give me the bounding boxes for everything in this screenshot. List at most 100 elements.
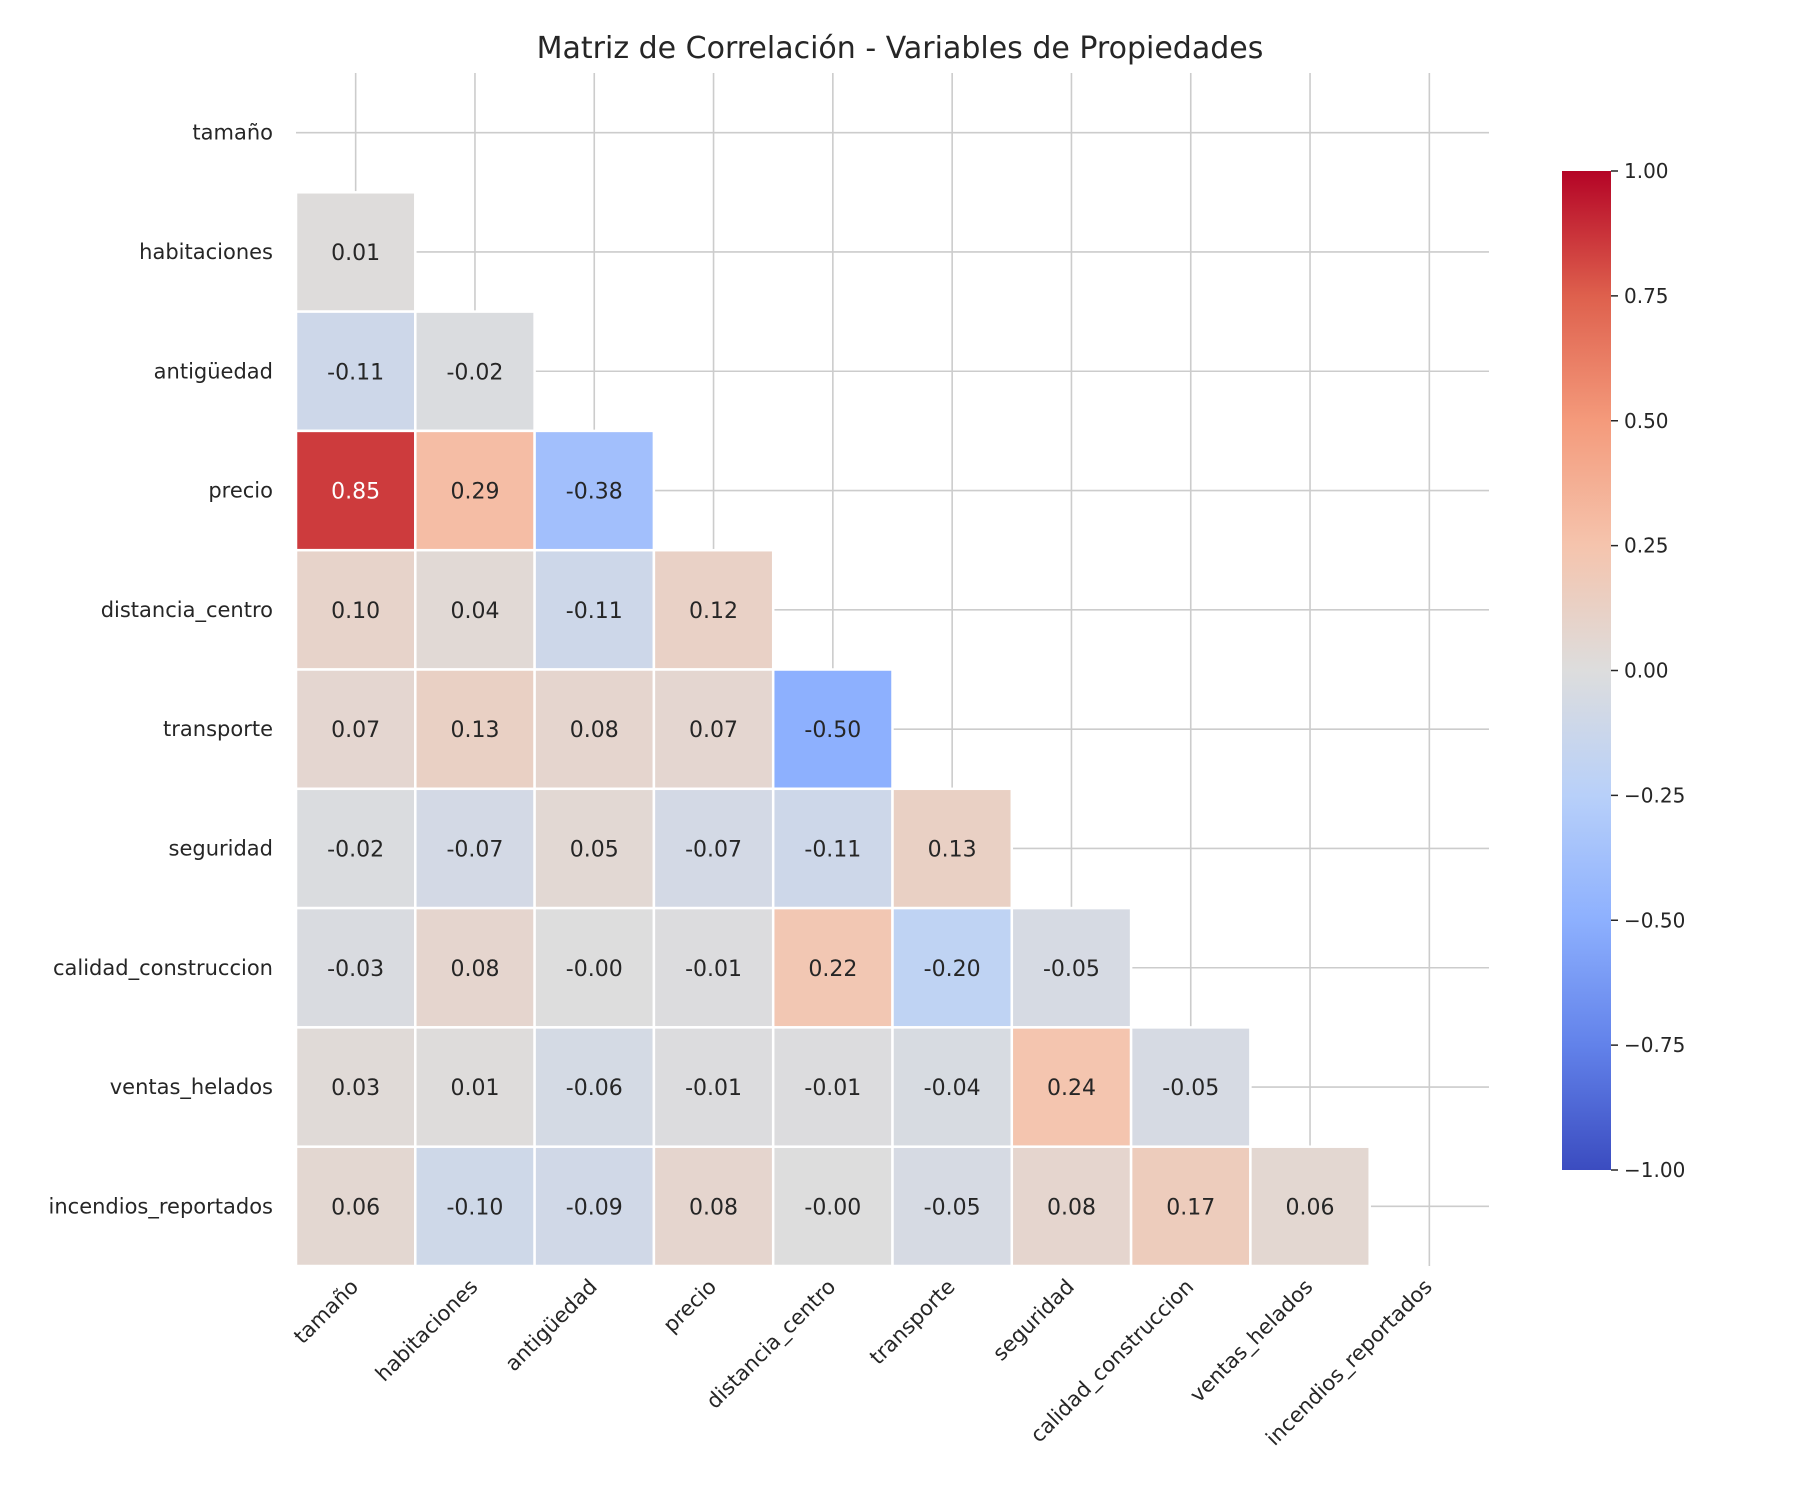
heatmap-cell — [533, 548, 656, 671]
cell-value-label: -0.02 — [327, 837, 384, 862]
cell-value-label: -0.00 — [804, 1195, 861, 1220]
colorbar-tick-label: −0.25 — [1624, 783, 1685, 807]
cell-value-label: -0.00 — [566, 957, 623, 982]
cell-value-label: -0.02 — [446, 360, 503, 385]
heatmap-cell — [533, 668, 656, 791]
y-tick-label: habitaciones — [139, 240, 273, 264]
cell-value-label: -0.05 — [1162, 1076, 1219, 1101]
heatmap-cell — [533, 1026, 656, 1148]
x-axis-labels: tamaño habitaciones antigüedad preciodistan… — [289, 1275, 1437, 1451]
x-tick-label: habitaciones — [371, 1275, 483, 1387]
cell-value-label: -0.11 — [327, 360, 384, 385]
colorbar-tick-label: 0.25 — [1624, 534, 1669, 558]
heatmap-cells: 0.01 -0.11 -0.02 0.85 0.29 -0.38 0.10 0.04 -0.11… — [294, 191, 1371, 1268]
cell-value-label: 0.29 — [450, 480, 499, 505]
cell-value-label: -0.11 — [804, 837, 861, 862]
cell-value-label: 0.22 — [808, 957, 857, 982]
heatmap-cell — [891, 1145, 1014, 1268]
cell-value-label: -0.09 — [566, 1195, 623, 1220]
cell-value-label: 0.07 — [331, 718, 380, 743]
y-tick-label: transporte — [163, 717, 273, 741]
colorbar-tick-label: 1.00 — [1624, 159, 1669, 183]
y-tick-label: seguridad — [169, 836, 274, 860]
y-tick-label: distancia_centro — [101, 598, 273, 623]
cell-value-label: -0.10 — [446, 1195, 503, 1220]
cell-value-label: 0.08 — [570, 718, 619, 743]
cell-value-label: 0.06 — [1286, 1195, 1335, 1220]
heatmap-cell — [891, 1026, 1014, 1148]
y-axis-labels: tamaño habitaciones antigüedad precio distan… — [49, 121, 274, 1220]
heatmap-cell — [771, 668, 894, 791]
heatmap-cell — [533, 429, 656, 552]
heatmap-cell — [294, 191, 417, 313]
cell-value-label: -0.07 — [685, 837, 742, 862]
cell-value-label: -0.06 — [566, 1076, 623, 1101]
cell-value-label: -0.05 — [924, 1195, 981, 1220]
chart-title: Matriz de Correlación - Variables de Pro… — [537, 31, 1264, 66]
heatmap-cell — [652, 1145, 775, 1268]
colorbar: 1.00 0.75 0.50 0.25 0.00 −0.25 −0.50 −0.75 −1.00 — [1562, 159, 1685, 1182]
y-tick-label: calidad_construccion — [53, 956, 273, 981]
colorbar-tick-label: 0.50 — [1624, 409, 1669, 433]
cell-value-label: 0.05 — [570, 837, 619, 862]
cell-value-label: -0.01 — [685, 957, 742, 982]
heatmap-cell — [1010, 906, 1133, 1029]
cell-value-label: 0.17 — [1166, 1195, 1215, 1220]
y-tick-label: precio — [208, 479, 273, 503]
heatmap-cell — [414, 668, 536, 791]
cell-value-label: 0.07 — [689, 718, 738, 743]
cell-value-label: -0.01 — [685, 1076, 742, 1101]
cell-value-label: 0.08 — [450, 957, 499, 982]
cell-value-label: -0.01 — [804, 1076, 861, 1101]
y-tick-label: incendios_reportados — [49, 1194, 274, 1219]
cell-value-label: 0.04 — [450, 599, 499, 624]
cell-value-label: 0.24 — [1047, 1076, 1096, 1101]
heatmap-cell — [1249, 1145, 1371, 1268]
x-tick-label: precio — [658, 1275, 721, 1338]
heatmap-cell — [414, 548, 536, 671]
cell-value-label: 0.08 — [689, 1195, 738, 1220]
x-tick-label: distancia_centro — [702, 1275, 842, 1415]
cell-value-label: 0.06 — [331, 1195, 380, 1220]
cell-value-label: -0.05 — [1043, 957, 1100, 982]
x-tick-label: transporte — [865, 1275, 960, 1370]
cell-value-label: -0.04 — [924, 1076, 981, 1101]
cell-value-label: 0.01 — [450, 1076, 499, 1101]
y-tick-label: antigüedad — [154, 359, 273, 383]
colorbar-tick-label: 0.00 — [1624, 659, 1669, 683]
cell-value-label: 0.12 — [689, 599, 738, 624]
y-tick-label: tamaño — [192, 121, 273, 145]
heatmap-cell — [533, 787, 656, 910]
cell-value-label: 0.13 — [928, 837, 977, 862]
heatmap-cell — [294, 787, 417, 910]
heatmap-cell — [771, 1026, 894, 1148]
heatmap-cell — [533, 906, 656, 1029]
heatmap-cell — [414, 1026, 536, 1148]
heatmap-cell — [533, 1145, 656, 1268]
x-tick-label: ventas_helados — [1185, 1275, 1318, 1408]
x-tick-label: seguridad — [988, 1275, 1079, 1366]
cell-value-label: -0.50 — [804, 718, 861, 743]
heatmap-cell — [294, 1026, 417, 1148]
colorbar-tick-label: 0.75 — [1624, 284, 1669, 308]
heatmap-cell — [414, 1145, 536, 1268]
cell-value-label: 0.85 — [331, 480, 380, 505]
heatmap-cell — [652, 787, 775, 910]
cell-value-label: -0.20 — [924, 957, 981, 982]
cell-value-label: -0.03 — [327, 957, 384, 982]
heatmap-cell — [294, 310, 417, 433]
cell-value-label: 0.08 — [1047, 1195, 1096, 1220]
heatmap-cell — [771, 1145, 894, 1268]
cell-value-label: 0.03 — [331, 1076, 380, 1101]
x-tick-label: tamaño — [289, 1275, 363, 1349]
colorbar-gradient — [1562, 171, 1611, 1170]
heatmap-cell — [652, 1026, 775, 1148]
heatmap-cell — [294, 668, 417, 791]
colorbar-tick-label: −0.50 — [1624, 908, 1685, 932]
colorbar-tick-label: −0.75 — [1624, 1033, 1685, 1057]
cell-value-label: -0.38 — [566, 480, 623, 505]
y-tick-label: ventas_helados — [110, 1075, 273, 1100]
heatmap-cell — [1010, 1145, 1133, 1268]
heatmap-cell — [414, 429, 536, 552]
cell-value-label: 0.10 — [331, 599, 380, 624]
